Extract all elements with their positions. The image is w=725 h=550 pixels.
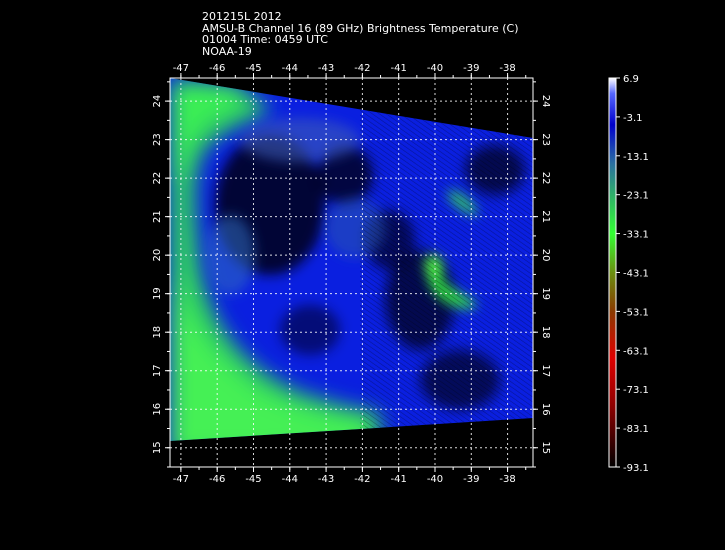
colorbar-tick-label: -43.1 (623, 269, 649, 280)
y-tick-label-left: 19 (152, 287, 163, 300)
y-tick-label-right: 23 (540, 133, 551, 146)
y-tick-label-right: 18 (540, 326, 551, 339)
y-tick-label-right: 20 (540, 249, 551, 262)
colorbar-tick-label: -3.1 (623, 113, 643, 124)
x-tick-label-bottom: -38 (499, 474, 515, 485)
x-tick-label-top: -44 (282, 63, 298, 74)
y-tick-label-right: 21 (540, 210, 551, 223)
x-tick-label-bottom: -39 (463, 474, 479, 485)
x-tick-label-bottom: -40 (427, 474, 443, 485)
y-tick-label-right: 17 (540, 364, 551, 377)
colorbar-tick-label: -53.1 (623, 307, 649, 318)
axis-ticks: -47 -47 -46 -46 -45 -45 -44 -44 -43 -43 -42 -42 -41 -… (152, 63, 551, 485)
colorbar-tick-label: -23.1 (623, 191, 649, 202)
x-tick-label-bottom: -43 (318, 474, 334, 485)
colorbar-tick-label: 6.9 (623, 74, 639, 85)
satellite-name: NOAA-19 (202, 44, 252, 58)
storm-id: 201215L 2012 (202, 10, 282, 23)
x-tick-label-top: -45 (245, 63, 261, 74)
colorbar-tick-label: -93.1 (623, 463, 649, 474)
x-tick-label-bottom: -42 (354, 474, 370, 485)
x-tick-label-bottom: -45 (245, 474, 261, 485)
colorbar-tick-label: -83.1 (623, 424, 649, 435)
x-tick-label-bottom: -46 (209, 474, 225, 485)
x-tick-label-top: -42 (354, 63, 370, 74)
x-tick-label-top: -40 (427, 63, 443, 74)
y-tick-label-left: 20 (152, 249, 163, 262)
x-tick-label-top: -43 (318, 63, 334, 74)
y-tick-label-right: 24 (540, 95, 551, 108)
colorbar-tick-label: -13.1 (623, 152, 649, 163)
x-tick-label-bottom: -41 (391, 474, 407, 485)
y-tick-label-left: 22 (152, 172, 163, 185)
y-tick-label-left: 18 (152, 326, 163, 339)
y-tick-label-left: 21 (152, 210, 163, 223)
colorbar-tick-label: -63.1 (623, 346, 649, 357)
scan-line-texture (360, 100, 533, 430)
y-tick-label-left: 23 (152, 133, 163, 146)
x-tick-label-top: -39 (463, 63, 479, 74)
satellite-swath (170, 78, 533, 441)
x-tick-label-top: -46 (209, 63, 225, 74)
colorbar-tick-label: -33.1 (623, 230, 649, 241)
x-tick-label-top: -41 (391, 63, 407, 74)
chart-header: 201215L 2012 AMSU-B Channel 16 (89 GHz) … (202, 11, 519, 57)
x-tick-label-bottom: -44 (282, 474, 298, 485)
y-tick-label-right: 19 (540, 287, 551, 300)
y-tick-label-right: 16 (540, 403, 551, 416)
chart-title: AMSU-B Channel 16 (89 GHz) Brightness Te… (202, 21, 519, 35)
colorbar-tick-label: -73.1 (623, 385, 649, 396)
y-tick-label-left: 24 (152, 95, 163, 108)
plot-frame (169, 77, 534, 468)
y-tick-label-left: 17 (152, 364, 163, 377)
x-tick-label-bottom: -47 (173, 474, 189, 485)
y-tick-label-left: 15 (152, 441, 163, 454)
y-tick-label-left: 16 (152, 403, 163, 416)
pass-time: 01004 Time: 0459 UTC (202, 33, 328, 46)
lat-lon-grid (170, 78, 533, 467)
colorbar (608, 77, 617, 468)
colorbar-labels: 6.9 -3.1 -13.1 -23.1 -33.1 -43.1 -53.1 -63.1 -73… (616, 74, 649, 474)
x-tick-label-top: -38 (499, 63, 515, 74)
y-tick-label-right: 22 (540, 172, 551, 185)
y-tick-label-right: 15 (540, 441, 551, 454)
cold-cloud-band (170, 79, 380, 441)
x-tick-label-top: -47 (173, 63, 189, 74)
